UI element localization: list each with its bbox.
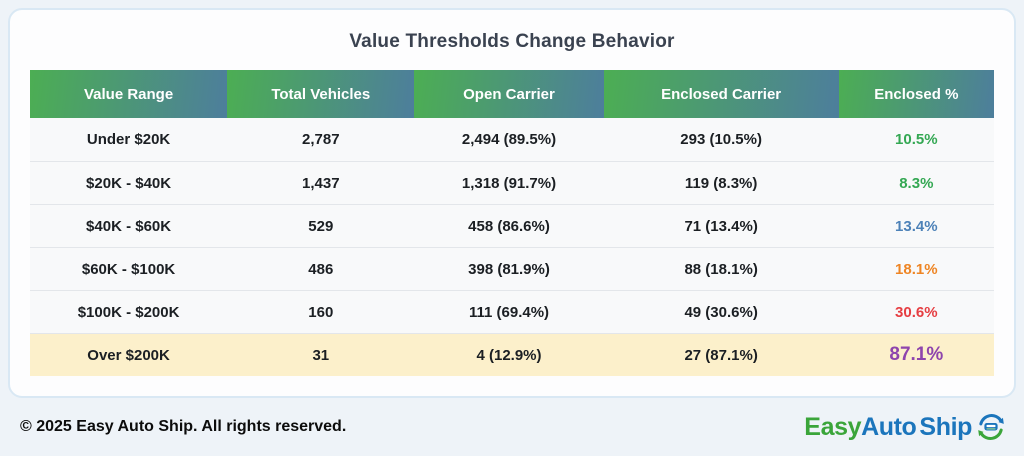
cell-enclosed-pct: 18.1% (895, 260, 938, 278)
cell-total-vehicles: 31 (312, 346, 330, 364)
cell-open-carrier: 111 (69.4%) (468, 303, 550, 321)
value-thresholds-table: Value Range Total Vehicles Open Carrier … (30, 70, 994, 376)
logo-text-auto: Auto (861, 412, 917, 441)
page-footer: © 2025 Easy Auto Ship. All rights reserv… (0, 398, 1024, 456)
cell-value-range: $40K - $60K (86, 217, 172, 235)
cell-enclosed-pct: 10.5% (895, 131, 938, 148)
cell-enclosed-pct: 87.1% (889, 344, 944, 365)
cell-value-range: Under $20K (86, 131, 171, 148)
cell-value-range: $100K - $200K (77, 303, 180, 321)
cell-open-carrier: 458 (86.6%) (468, 217, 550, 235)
table-header-row: Value Range Total Vehicles Open Carrier … (30, 70, 994, 118)
cell-enclosed-pct: 8.3% (899, 174, 934, 192)
cell-open-carrier: 4 (12.9%) (476, 346, 542, 364)
cell-enclosed-carrier: 49 (30.6%) (684, 303, 758, 321)
cell-enclosed-carrier: 119 (8.3%) (684, 174, 758, 192)
column-header-total-vehicles: Total Vehicles (227, 70, 415, 118)
table-row: Under $20K 2,787 2,494 (89.5%) 293 (10.5… (30, 118, 994, 161)
cell-enclosed-pct: 13.4% (895, 217, 938, 235)
column-header-value-range: Value Range (30, 70, 228, 118)
column-header-enclosed-carrier: Enclosed Carrier (603, 70, 839, 118)
table-row: $60K - $100K 486 398 (81.9%) 88 (18.1%) … (30, 247, 994, 290)
circular-arrows-car-icon (976, 412, 1006, 442)
value-thresholds-card: Value Thresholds Change Behavior Value R… (8, 8, 1016, 398)
logo-text-easy: Easy (804, 412, 862, 441)
cell-enclosed-carrier: 293 (10.5%) (680, 131, 762, 148)
column-header-open-carrier: Open Carrier (414, 70, 604, 118)
cell-total-vehicles: 160 (308, 303, 334, 321)
cell-open-carrier: 398 (81.9%) (468, 260, 550, 278)
table-row: $20K - $40K 1,437 1,318 (91.7%) 119 (8.3… (30, 161, 994, 204)
cell-open-carrier: 2,494 (89.5%) (461, 131, 557, 148)
logo-text-ship: Ship (919, 412, 972, 441)
table-row: $100K - $200K 160 111 (69.4%) 49 (30.6%)… (30, 290, 994, 333)
cell-value-range: $20K - $40K (86, 174, 172, 192)
table-row-highlighted: Over $200K 31 4 (12.9%) 27 (87.1%) 87.1% (30, 333, 994, 376)
page-title: Value Thresholds Change Behavior (349, 31, 675, 52)
cell-value-range: Over $200K (87, 346, 170, 364)
cell-total-vehicles: 486 (308, 260, 334, 278)
cell-enclosed-carrier: 71 (13.4%) (684, 217, 758, 235)
cell-enclosed-carrier: 88 (18.1%) (684, 260, 758, 278)
cell-value-range: $60K - $100K (81, 260, 176, 278)
cell-open-carrier: 1,318 (91.7%) (461, 174, 557, 192)
cell-total-vehicles: 2,787 (302, 131, 340, 148)
cell-enclosed-pct: 30.6% (895, 303, 938, 321)
cell-total-vehicles: 1,437 (302, 174, 340, 192)
table-row: $40K - $60K 529 458 (86.6%) 71 (13.4%) 1… (30, 204, 994, 247)
cell-enclosed-carrier: 27 (87.1%) (684, 346, 758, 364)
cell-total-vehicles: 529 (308, 217, 334, 235)
column-header-enclosed-pct: Enclosed % (838, 70, 994, 118)
easy-auto-ship-logo[interactable]: Easy Auto Ship (804, 412, 1006, 442)
copyright-text: © 2025 Easy Auto Ship. All rights reserv… (20, 418, 347, 435)
